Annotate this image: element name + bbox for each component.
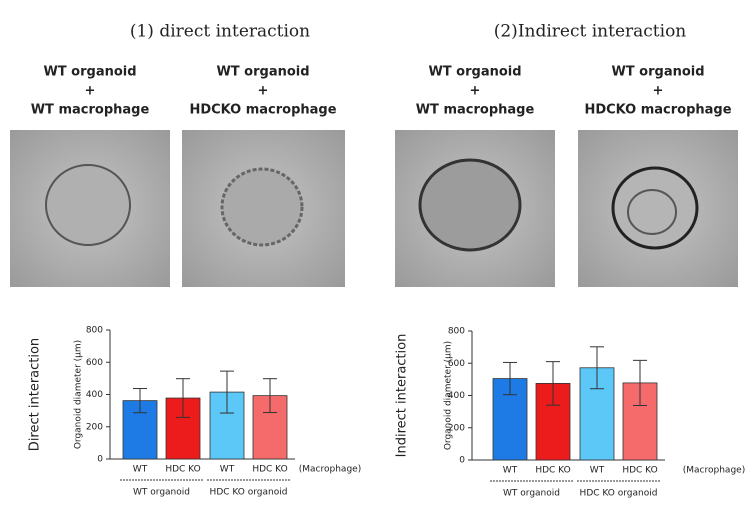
organoid xyxy=(220,167,304,247)
image-caption: WT macrophage xyxy=(416,103,535,118)
x-tick-label: WT xyxy=(590,466,605,476)
y-tick-label: 800 xyxy=(86,326,103,336)
y-tick-label: 0 xyxy=(97,455,103,465)
x-tick-label: HDC KO xyxy=(622,466,657,476)
y-tick-label: 800 xyxy=(448,327,465,337)
y-tick-label: 600 xyxy=(448,359,465,369)
y-tick-label: 0 xyxy=(459,456,465,466)
organoid xyxy=(418,158,522,252)
image-caption: HDCKO macrophage xyxy=(584,103,731,118)
section-heading: (2)Indirect interaction xyxy=(494,22,687,42)
group-label: WT organoid xyxy=(503,489,560,499)
x-tick-label: WT xyxy=(503,466,518,476)
organoid xyxy=(627,189,677,235)
group-label: HDC KO organoid xyxy=(580,489,658,499)
error-bar xyxy=(546,361,560,406)
error-bar xyxy=(133,388,147,414)
error-bar xyxy=(633,359,647,406)
error-bar xyxy=(220,370,234,414)
y-tick-label: 400 xyxy=(448,391,465,401)
section-heading: (1) direct interaction xyxy=(130,22,310,42)
error-bar xyxy=(590,346,604,390)
side-label: Direct interaction xyxy=(28,338,43,451)
y-tick-label: 200 xyxy=(448,423,465,433)
x-tick-label: WT xyxy=(133,465,148,475)
x-tick-label: HDC KO xyxy=(165,465,200,475)
organoid xyxy=(611,166,699,250)
image-caption: + xyxy=(653,84,664,99)
error-bar xyxy=(263,378,277,414)
side-label: Indirect interaction xyxy=(395,334,410,458)
error-bar xyxy=(176,378,190,418)
micrographs xyxy=(10,130,738,287)
image-caption: + xyxy=(470,84,481,99)
x-note: (Macrophage) xyxy=(299,465,361,475)
image-caption: HDCKO macrophage xyxy=(189,103,336,118)
image-caption: WT organoid xyxy=(428,65,521,80)
y-tick-label: 400 xyxy=(86,390,103,400)
image-caption: WT organoid xyxy=(611,65,704,80)
y-tick-label: 200 xyxy=(86,422,103,432)
image-caption: WT organoid xyxy=(216,65,309,80)
group-label: HDC KO organoid xyxy=(210,488,288,498)
x-tick-label: HDC KO xyxy=(535,466,570,476)
x-note: (Macrophage) xyxy=(683,466,745,476)
image-caption: + xyxy=(258,84,269,99)
y-tick-label: 600 xyxy=(86,358,103,368)
organoid xyxy=(45,164,131,246)
y-axis-label: Organoid diameter (μm) xyxy=(74,340,84,449)
image-caption: + xyxy=(85,84,96,99)
y-axis-label: Organoid diameter (μm) xyxy=(444,341,454,450)
x-tick-label: HDC KO xyxy=(252,465,287,475)
image-caption: WT macrophage xyxy=(31,103,150,118)
image-caption: WT organoid xyxy=(43,65,136,80)
group-label: WT organoid xyxy=(133,488,190,498)
error-bar xyxy=(503,361,517,396)
x-tick-label: WT xyxy=(220,465,235,475)
